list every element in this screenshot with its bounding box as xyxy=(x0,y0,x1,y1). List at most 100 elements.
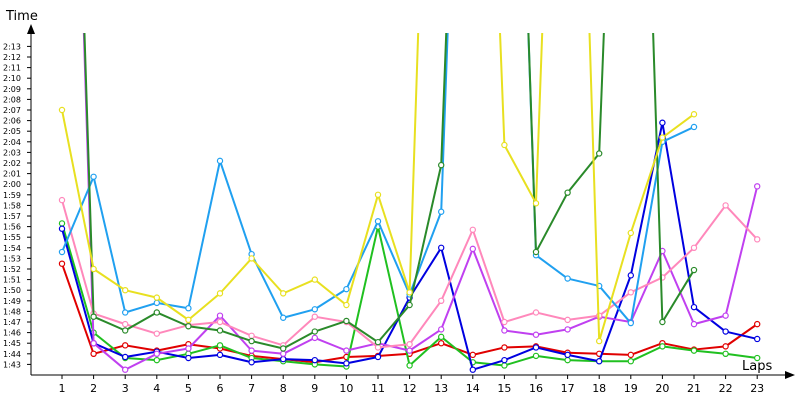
y-tick-label: 1:50 xyxy=(3,286,21,295)
x-axis-title: Laps xyxy=(742,359,772,374)
x-tick-label: 21 xyxy=(687,382,701,395)
data-point xyxy=(627,289,635,296)
data-point xyxy=(153,309,160,316)
data-point xyxy=(690,123,698,131)
y-tick-label: 2:02 xyxy=(3,159,21,168)
data-point xyxy=(121,353,129,361)
data-point xyxy=(121,327,129,334)
data-point xyxy=(627,358,635,365)
data-point xyxy=(690,244,698,251)
data-point xyxy=(58,260,66,267)
data-point xyxy=(280,355,287,363)
y-axis: 1:431:44 1:451:46 1:47 1:481:49 1:501:51 1:52… xyxy=(3,9,38,375)
data-point xyxy=(532,309,540,316)
data-point xyxy=(58,225,66,232)
data-point xyxy=(596,150,603,157)
data-point xyxy=(406,341,413,348)
x-tick-label: 15 xyxy=(497,382,511,395)
data-point xyxy=(438,297,445,304)
data-point xyxy=(659,343,666,350)
data-point xyxy=(121,287,129,294)
data-point xyxy=(564,326,571,333)
y-tick-label: 2:00 xyxy=(3,180,21,189)
data-point xyxy=(280,290,287,297)
x-tick-label: 22 xyxy=(719,382,733,395)
data-point xyxy=(216,312,224,319)
data-point xyxy=(754,320,761,328)
data-point xyxy=(121,342,129,349)
y-tick-label: 1:48 xyxy=(3,307,21,316)
data-point xyxy=(438,244,445,251)
data-point xyxy=(722,328,729,335)
y-tick-label: 2:05 xyxy=(3,127,21,136)
data-point xyxy=(722,312,729,319)
y-tick-label: 1:59 xyxy=(3,191,21,200)
data-point xyxy=(90,340,97,347)
series-6 xyxy=(58,33,698,327)
data-point xyxy=(406,301,413,309)
data-point xyxy=(374,218,382,225)
data-point xyxy=(501,327,508,334)
data-point xyxy=(438,161,445,169)
data-point xyxy=(343,347,350,354)
data-point xyxy=(722,350,729,357)
data-point xyxy=(58,196,66,204)
data-point xyxy=(121,320,129,328)
data-point xyxy=(216,327,224,334)
y-tick-label: 1:51 xyxy=(3,276,21,285)
data-point xyxy=(58,106,66,114)
data-point xyxy=(216,290,224,297)
data-point xyxy=(532,200,540,207)
x-axis-arrow xyxy=(785,371,795,379)
data-point xyxy=(216,342,224,349)
x-tick-label: 11 xyxy=(371,382,385,395)
series-layer xyxy=(58,33,761,373)
data-point xyxy=(690,320,698,328)
data-point xyxy=(627,272,635,279)
data-point xyxy=(564,189,571,196)
data-point xyxy=(121,366,129,373)
data-point xyxy=(564,351,571,359)
data-point xyxy=(311,356,318,364)
data-point xyxy=(374,191,382,198)
y-tick-label: 1:56 xyxy=(3,223,21,232)
y-tick-label: 2:01 xyxy=(3,170,21,179)
data-point xyxy=(564,316,571,324)
data-point xyxy=(216,318,224,326)
data-point xyxy=(90,265,97,273)
data-point xyxy=(690,347,698,354)
data-point xyxy=(722,202,729,209)
data-point xyxy=(248,347,255,354)
data-point xyxy=(469,366,476,373)
x-tick-label: 12 xyxy=(403,382,417,395)
y-tick-label: 1:45 xyxy=(3,339,21,348)
y-tick-label: 1:52 xyxy=(3,265,21,274)
data-point xyxy=(438,208,445,215)
data-point xyxy=(659,318,666,326)
data-point xyxy=(153,356,160,364)
data-point xyxy=(280,314,287,321)
data-point xyxy=(659,119,666,126)
x-tick-label: 3 xyxy=(122,382,129,395)
data-point xyxy=(532,352,540,360)
data-point xyxy=(532,248,540,256)
data-point xyxy=(754,354,761,362)
y-tick-label: 1:54 xyxy=(3,244,21,253)
x-tick-label: 8 xyxy=(280,382,287,395)
series-4 xyxy=(82,33,761,373)
plot-area xyxy=(58,33,761,373)
y-tick-label: 2:03 xyxy=(3,148,21,157)
data-point xyxy=(374,353,382,361)
data-point xyxy=(185,345,192,352)
y-tick-label: 2:06 xyxy=(3,117,21,126)
x-tick-label: 16 xyxy=(529,382,543,395)
data-point xyxy=(280,345,287,352)
data-point xyxy=(58,248,66,256)
data-point xyxy=(374,338,382,346)
data-point xyxy=(374,344,382,351)
data-point xyxy=(216,157,224,165)
x-axis: 1 2 3 4 5 6 7 8 9 10 11 12 13 14 15 16 17 18 19 20 21 22 23 La… xyxy=(31,359,795,395)
data-point xyxy=(185,316,192,324)
data-point xyxy=(754,183,761,190)
data-point xyxy=(564,356,571,364)
